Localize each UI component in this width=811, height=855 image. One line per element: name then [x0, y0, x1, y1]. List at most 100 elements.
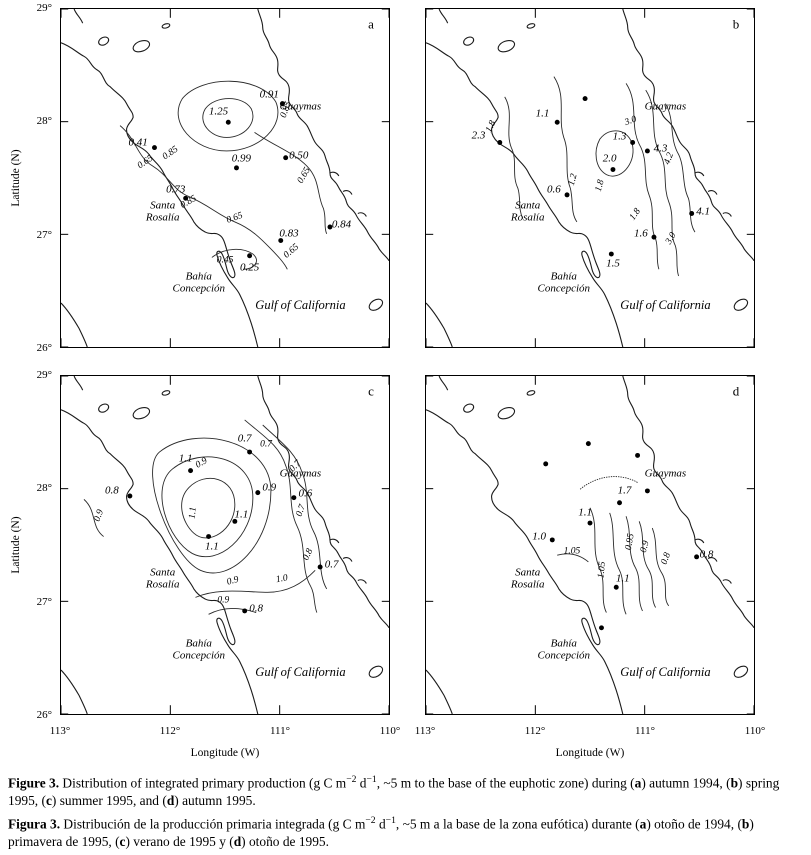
- lon-tick-label: 112°: [159, 725, 181, 737]
- station-dot: [206, 534, 212, 540]
- contour-line: [639, 521, 655, 607]
- place-label-line: Santa: [515, 566, 541, 579]
- map-panel-d: 1.7 1.1 1.0 0.8 1.1 1.05 1.05 0.95 0.9 0.8 Guaymas…: [425, 375, 755, 715]
- coastline: [343, 558, 352, 562]
- figure-caption-en: Figure 3. Distribution of integrated pri…: [8, 774, 804, 810]
- contour-label: 0.7: [260, 439, 272, 450]
- island: [527, 23, 536, 29]
- station-value: 1.1: [615, 572, 630, 585]
- station-dot: [255, 490, 261, 496]
- place-label-santa-rosalia: Santa Rosalía: [511, 199, 545, 224]
- caption-segment: d: [375, 816, 386, 832]
- contour-line: [209, 608, 257, 614]
- contour-line: [626, 516, 642, 611]
- caption-segment: a: [634, 775, 642, 791]
- place-label-line: Concepción: [172, 649, 226, 662]
- contour-label: 0.95: [623, 532, 637, 551]
- contour-line: [178, 81, 278, 151]
- caption-segment: ) spring 1995, (: [8, 775, 780, 809]
- map-canvas-a: [61, 9, 389, 347]
- map-panel-b: 2.3 1.1 1.3 4.3 2.0 0.6 4.1 1.6 1.5 1.8 3.0 1.2 1.8 4…: [425, 8, 755, 348]
- lat-tick-label: 26°: [36, 708, 52, 721]
- station-value: 0.8: [699, 548, 714, 561]
- place-label-line: Rosalía: [145, 211, 180, 224]
- lat-axis-title: Latitude (N): [10, 149, 22, 207]
- contour-line: [557, 554, 588, 562]
- figure-captions: Figure 3. Distribution of integrated pri…: [8, 774, 804, 855]
- caption-segment: Distribución de la producción primaria i…: [60, 816, 366, 832]
- panel-letter-b: b: [732, 16, 740, 32]
- station-value: 1.7: [617, 484, 632, 497]
- lon-tick-label: 110°: [379, 725, 401, 737]
- station-dot: [651, 234, 657, 240]
- caption-segment: Figura 3.: [8, 816, 61, 832]
- place-label-line: Concepción: [537, 649, 591, 662]
- place-label-line: Concepción: [172, 282, 226, 295]
- map-overlay-d: 1.7 1.1 1.0 0.8 1.1 1.05 1.05 0.95 0.9 0.8 Guaymas…: [426, 376, 754, 714]
- station-dot: [232, 518, 238, 524]
- caption-segment: −1: [366, 774, 377, 785]
- island: [97, 402, 110, 413]
- lon-tick-label: 112°: [524, 725, 546, 737]
- place-label-santa-rosalia: Santa Rosalía: [511, 566, 545, 591]
- contour-line: [505, 97, 523, 219]
- station-dot: [585, 441, 591, 447]
- island: [367, 297, 384, 313]
- caption-segment: d: [233, 834, 242, 850]
- map-canvas-d: [426, 376, 754, 714]
- place-label-guaymas: Guaymas: [645, 101, 687, 114]
- station-dot: [617, 500, 622, 506]
- lat-tick-label: 27°: [36, 595, 52, 608]
- coastline: [426, 303, 452, 347]
- island: [732, 664, 749, 680]
- lon-tick-label: 111°: [634, 725, 656, 737]
- station-dot: [291, 495, 297, 501]
- place-label-line: Bahía: [550, 270, 577, 283]
- station-value: 0.8: [104, 484, 119, 497]
- contour-line: [182, 478, 235, 538]
- station-dot: [283, 155, 289, 161]
- station-value: 1.1: [234, 508, 249, 521]
- lon-axis-title: Longitude (W): [555, 747, 625, 759]
- station-dot: [543, 461, 549, 467]
- place-label-line: Guaymas: [279, 100, 322, 113]
- contour-label: 1.05: [596, 561, 609, 579]
- station-value: 1.3: [612, 130, 627, 143]
- coastline: [330, 539, 339, 543]
- contour-line: [162, 457, 253, 557]
- coastline: [330, 172, 339, 176]
- island: [527, 390, 536, 396]
- coastline: [708, 191, 717, 195]
- contour-label: 3.0: [623, 114, 639, 129]
- caption-segment: ) verano de 1995 y (: [125, 834, 234, 850]
- station-value: 0.84: [331, 218, 352, 231]
- lat-tick-label: 29°: [36, 369, 52, 381]
- map-panel-c: 0.7 1.1 0.8 0.9 0.6 1.1 1.1 0.7 0.8 0.9 0.7 0.7 0.7 0…: [60, 375, 390, 715]
- station-dot: [599, 625, 604, 631]
- contour-line: [626, 83, 659, 269]
- station-dot: [694, 554, 700, 560]
- island: [162, 390, 171, 396]
- coastline: [74, 376, 83, 390]
- lat-tick-label: 28°: [36, 482, 52, 495]
- station-value: 2.0: [602, 152, 617, 165]
- station-dot: [152, 145, 157, 151]
- caption-segment: c: [45, 793, 52, 809]
- panel-letter-d: d: [732, 383, 740, 399]
- station-dot: [234, 165, 239, 171]
- station-dot: [635, 452, 641, 458]
- caption-segment: −2: [346, 774, 357, 785]
- lat-tick-label: 27°: [36, 228, 52, 241]
- contour-label: 1.8: [594, 179, 608, 194]
- station-value: 4.1: [696, 205, 711, 218]
- island: [497, 405, 516, 421]
- caption-segment: −1: [385, 815, 396, 827]
- station-dot: [610, 167, 616, 173]
- contour-label: 1.8: [627, 207, 643, 223]
- station-value: 0.25: [239, 261, 260, 274]
- caption-segment: ) autumn 1995.: [174, 793, 256, 809]
- contour-line: [153, 438, 271, 573]
- contour-line: [120, 126, 287, 270]
- map-canvas-b: [426, 9, 754, 347]
- map-overlay-c: 0.7 1.1 0.8 0.9 0.6 1.1 1.1 0.7 0.8 0.9 0.7 0.7 0.7 0…: [61, 376, 389, 714]
